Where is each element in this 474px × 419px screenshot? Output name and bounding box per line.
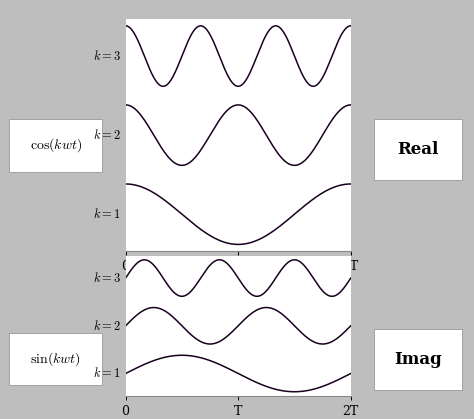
Text: Real: Real <box>398 141 439 158</box>
Text: $k=1$: $k=1$ <box>93 367 121 380</box>
Text: $k=3$: $k=3$ <box>92 49 121 63</box>
Text: $k=2$: $k=2$ <box>92 319 121 333</box>
FancyBboxPatch shape <box>9 119 102 172</box>
Text: $k=1$: $k=1$ <box>93 207 121 221</box>
Text: $k=2$: $k=2$ <box>92 128 121 142</box>
Text: Imag: Imag <box>394 351 442 368</box>
Text: $\sin(kwt)$: $\sin(kwt)$ <box>30 350 81 368</box>
FancyBboxPatch shape <box>374 329 462 390</box>
Text: $k=3$: $k=3$ <box>92 271 121 285</box>
Text: $\cos(kwt)$: $\cos(kwt)$ <box>30 137 82 155</box>
FancyBboxPatch shape <box>374 119 462 180</box>
FancyBboxPatch shape <box>9 333 102 385</box>
